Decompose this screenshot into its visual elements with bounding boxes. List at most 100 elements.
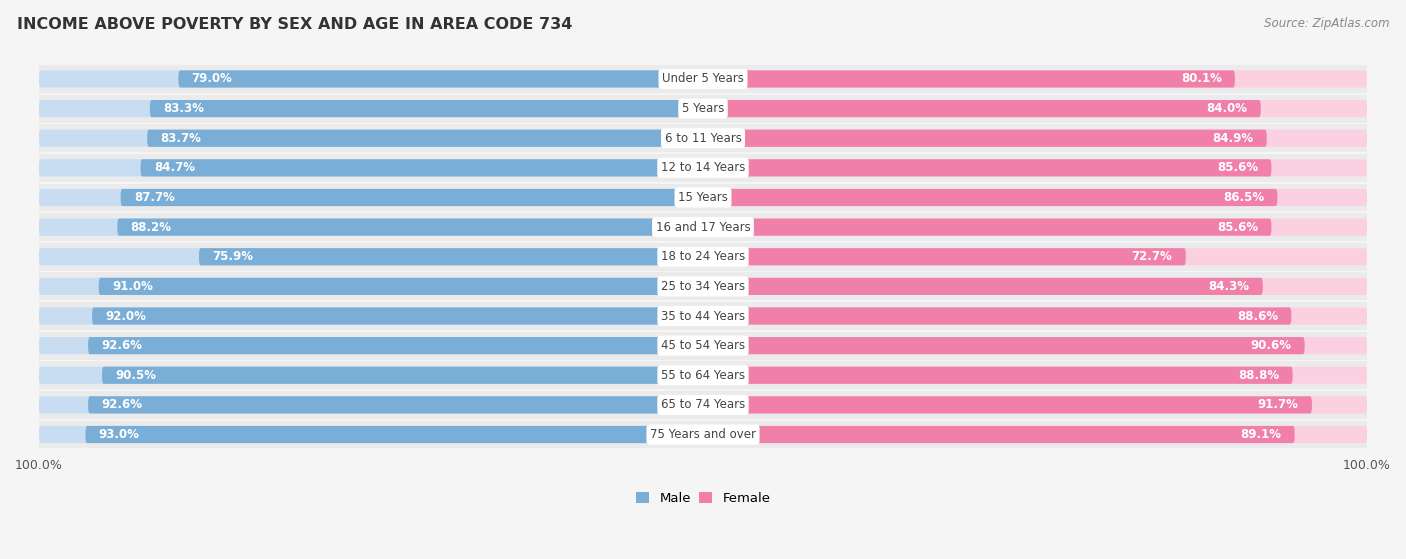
Text: 25 to 34 Years: 25 to 34 Years — [661, 280, 745, 293]
Text: 16 and 17 Years: 16 and 17 Years — [655, 221, 751, 234]
FancyBboxPatch shape — [91, 307, 703, 325]
FancyBboxPatch shape — [121, 189, 703, 206]
Text: 84.9%: 84.9% — [1212, 132, 1254, 145]
Text: 84.0%: 84.0% — [1206, 102, 1247, 115]
FancyBboxPatch shape — [703, 426, 1295, 443]
FancyBboxPatch shape — [703, 159, 1271, 177]
FancyBboxPatch shape — [200, 248, 703, 266]
FancyBboxPatch shape — [39, 248, 703, 266]
Text: 5 Years: 5 Years — [682, 102, 724, 115]
FancyBboxPatch shape — [39, 219, 703, 236]
Text: 18 to 24 Years: 18 to 24 Years — [661, 250, 745, 263]
Text: 12 to 14 Years: 12 to 14 Years — [661, 162, 745, 174]
FancyBboxPatch shape — [703, 219, 1271, 236]
Bar — [39, 124, 1367, 152]
FancyBboxPatch shape — [703, 189, 1278, 206]
Text: 35 to 44 Years: 35 to 44 Years — [661, 310, 745, 323]
Text: 89.1%: 89.1% — [1240, 428, 1281, 441]
FancyBboxPatch shape — [141, 159, 703, 177]
FancyBboxPatch shape — [150, 100, 703, 117]
Text: 91.0%: 91.0% — [112, 280, 153, 293]
Text: 93.0%: 93.0% — [98, 428, 139, 441]
FancyBboxPatch shape — [703, 189, 1367, 206]
Bar — [39, 65, 1367, 93]
Text: 91.7%: 91.7% — [1258, 399, 1299, 411]
FancyBboxPatch shape — [703, 130, 1367, 147]
Text: 45 to 54 Years: 45 to 54 Years — [661, 339, 745, 352]
FancyBboxPatch shape — [703, 278, 1263, 295]
FancyBboxPatch shape — [703, 337, 1305, 354]
FancyBboxPatch shape — [148, 130, 703, 147]
FancyBboxPatch shape — [703, 396, 1312, 414]
Text: 88.8%: 88.8% — [1239, 369, 1279, 382]
Text: 92.0%: 92.0% — [105, 310, 146, 323]
Text: INCOME ABOVE POVERTY BY SEX AND AGE IN AREA CODE 734: INCOME ABOVE POVERTY BY SEX AND AGE IN A… — [17, 17, 572, 32]
Text: 85.6%: 85.6% — [1218, 221, 1258, 234]
FancyBboxPatch shape — [39, 367, 703, 384]
Text: 88.6%: 88.6% — [1237, 310, 1278, 323]
Text: 90.5%: 90.5% — [115, 369, 156, 382]
Bar — [39, 391, 1367, 419]
Text: 90.6%: 90.6% — [1250, 339, 1291, 352]
Bar — [39, 243, 1367, 271]
FancyBboxPatch shape — [703, 159, 1367, 177]
FancyBboxPatch shape — [117, 219, 703, 236]
Bar — [39, 94, 1367, 122]
FancyBboxPatch shape — [703, 367, 1292, 384]
FancyBboxPatch shape — [98, 278, 703, 295]
FancyBboxPatch shape — [703, 219, 1367, 236]
Text: 80.1%: 80.1% — [1181, 73, 1222, 86]
Text: Under 5 Years: Under 5 Years — [662, 73, 744, 86]
Text: 15 Years: 15 Years — [678, 191, 728, 204]
Bar — [39, 302, 1367, 330]
FancyBboxPatch shape — [703, 70, 1367, 88]
FancyBboxPatch shape — [39, 278, 703, 295]
Text: Source: ZipAtlas.com: Source: ZipAtlas.com — [1264, 17, 1389, 30]
Bar — [39, 183, 1367, 211]
Bar — [39, 420, 1367, 448]
FancyBboxPatch shape — [89, 337, 703, 354]
Text: 87.7%: 87.7% — [134, 191, 174, 204]
FancyBboxPatch shape — [179, 70, 703, 88]
Text: 84.3%: 84.3% — [1209, 280, 1250, 293]
FancyBboxPatch shape — [39, 337, 703, 354]
FancyBboxPatch shape — [703, 307, 1367, 325]
FancyBboxPatch shape — [39, 426, 703, 443]
Text: 85.6%: 85.6% — [1218, 162, 1258, 174]
Text: 88.2%: 88.2% — [131, 221, 172, 234]
FancyBboxPatch shape — [703, 130, 1267, 147]
FancyBboxPatch shape — [39, 396, 703, 414]
Text: 92.6%: 92.6% — [101, 339, 142, 352]
FancyBboxPatch shape — [39, 159, 703, 177]
FancyBboxPatch shape — [703, 307, 1291, 325]
Text: 6 to 11 Years: 6 to 11 Years — [665, 132, 741, 145]
FancyBboxPatch shape — [86, 426, 703, 443]
FancyBboxPatch shape — [703, 248, 1367, 266]
FancyBboxPatch shape — [703, 396, 1367, 414]
Text: 65 to 74 Years: 65 to 74 Years — [661, 399, 745, 411]
Text: 83.3%: 83.3% — [163, 102, 204, 115]
FancyBboxPatch shape — [703, 70, 1234, 88]
Text: 79.0%: 79.0% — [191, 73, 232, 86]
Bar — [39, 154, 1367, 182]
Bar — [39, 272, 1367, 300]
FancyBboxPatch shape — [703, 100, 1367, 117]
FancyBboxPatch shape — [703, 367, 1367, 384]
FancyBboxPatch shape — [703, 337, 1367, 354]
Legend: Male, Female: Male, Female — [630, 487, 776, 510]
FancyBboxPatch shape — [39, 307, 703, 325]
FancyBboxPatch shape — [39, 100, 703, 117]
FancyBboxPatch shape — [703, 100, 1261, 117]
Bar — [39, 361, 1367, 389]
Text: 55 to 64 Years: 55 to 64 Years — [661, 369, 745, 382]
Text: 92.6%: 92.6% — [101, 399, 142, 411]
Text: 83.7%: 83.7% — [160, 132, 201, 145]
Bar — [39, 213, 1367, 241]
Text: 75 Years and over: 75 Years and over — [650, 428, 756, 441]
Text: 86.5%: 86.5% — [1223, 191, 1264, 204]
FancyBboxPatch shape — [703, 426, 1367, 443]
FancyBboxPatch shape — [39, 70, 703, 88]
Bar — [39, 331, 1367, 359]
FancyBboxPatch shape — [103, 367, 703, 384]
Text: 72.7%: 72.7% — [1132, 250, 1173, 263]
